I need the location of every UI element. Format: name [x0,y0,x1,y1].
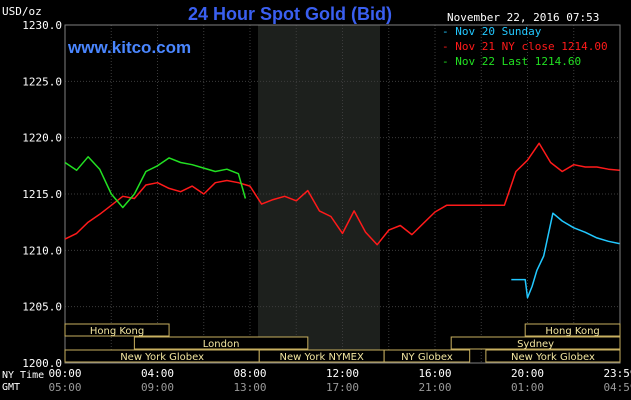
y-tick-label: 1215.0 [22,188,62,201]
x-tick-label: 04:00 [141,367,174,380]
legend-item-nov21: - Nov 21 NY close 1214.00 [442,40,608,53]
legend: - Nov 20 Sunday - Nov 21 NY close 1214.0… [442,24,608,69]
gmt-tick-label: 09:00 [141,381,174,394]
x-tick-label: 00:00 [48,367,81,380]
series-line-2 [64,156,247,209]
session-bars: Hong Kong London New York Globex New York N… [64,323,621,363]
x-tick-label: 23:59 [603,367,631,380]
session-bar [524,323,621,337]
gmt-tick-label: 21:00 [418,381,451,394]
series-lines [64,142,620,299]
session-label: London [203,339,240,350]
legend-item-nov22: - Nov 22 Last 1214.60 [442,55,582,68]
gmt-tick-label: 05:00 [48,381,81,394]
y-tick-label: 1220.0 [22,132,62,145]
session-bar [450,336,621,350]
gmt-label: GMT [2,382,21,393]
legend-item-nov20: - Nov 20 Sunday [442,25,542,38]
y-axis-unit: USD/oz [2,5,42,18]
session-label: Sydney [517,339,554,350]
date-stamp: November 22, 2016 07:53 [447,11,600,24]
y-axis: 1230.0 1225.0 1220.0 1215.0 1210.0 1205.0 1200… [22,19,62,370]
session-label: Hong Kong [545,326,599,337]
session-bar [383,349,471,363]
gmt-tick-label: 13:00 [233,381,266,394]
x-tick-label: 08:00 [233,367,266,380]
nymex-shade [258,25,380,363]
y-tick-label: 1205.0 [22,301,62,314]
chart-title: 24 Hour Spot Gold (Bid) [188,4,392,24]
x-tick-label: 16:00 [418,367,451,380]
x-tick-label: 12:00 [326,367,359,380]
gmt-tick-label: 01:00 [511,381,544,394]
session-label: NY Globex [401,352,453,363]
session-label: New York Globex [120,352,204,363]
session-bar [485,349,621,363]
y-tick-label: 1200.0 [22,357,62,370]
session-label: New York NYMEX [280,352,365,363]
series-line-1 [64,142,620,246]
plot-frame [64,24,621,364]
session-label: Hong Kong [90,326,144,337]
y-tick-label: 1210.0 [22,244,62,257]
x-tick-label: 20:00 [511,367,544,380]
ny-time-label: NY Time [2,370,45,381]
session-bar [133,336,309,350]
y-tick-label: 1230.0 [22,19,62,32]
grid [64,24,621,364]
session-bar [64,323,170,337]
series-line-0 [511,212,620,299]
session-label: New York Globex [511,352,595,363]
gmt-tick-label: 17:00 [326,381,359,394]
website-link[interactable]: www.kitco.com [68,38,192,57]
gmt-tick-label: 04:59 [603,381,631,394]
y-tick-label: 1225.0 [22,75,62,88]
